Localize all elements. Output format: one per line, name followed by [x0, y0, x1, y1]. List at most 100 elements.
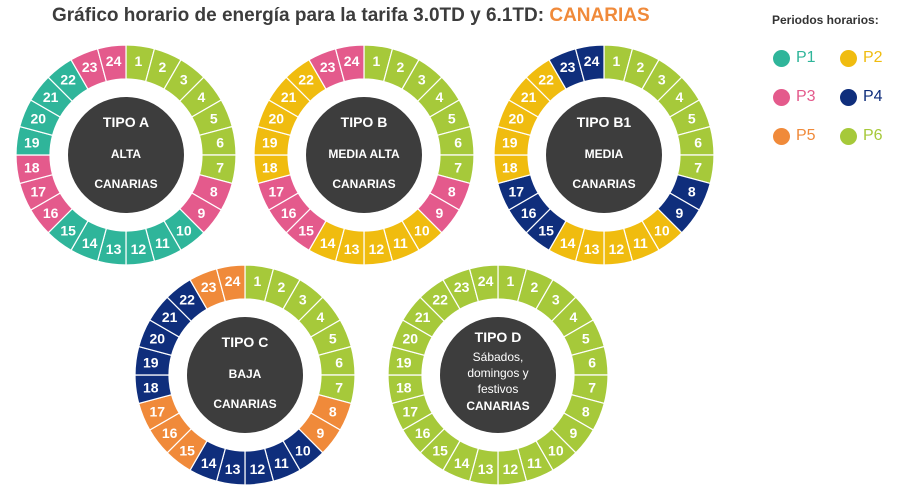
center-line-3: CANARIAS: [572, 177, 635, 191]
hour-label-1: 1: [613, 53, 621, 69]
hour-segment-24: [96, 44, 127, 83]
hour-label-13: 13: [225, 461, 241, 477]
legend-label-p1: P1: [796, 49, 816, 66]
hour-label-11: 11: [633, 235, 648, 251]
center-line-1: TIPO C: [222, 334, 269, 350]
hour-label-12: 12: [503, 461, 519, 477]
hour-label-16: 16: [521, 205, 537, 221]
hour-label-15: 15: [60, 222, 76, 238]
hour-label-9: 9: [197, 205, 205, 221]
hour-segment-24: [215, 264, 246, 303]
hour-label-8: 8: [448, 183, 456, 199]
legend-item-p4: P4: [840, 88, 883, 106]
hour-label-2: 2: [636, 59, 644, 75]
hour-label-17: 17: [149, 403, 165, 419]
hour-label-13: 13: [478, 461, 494, 477]
hour-label-16: 16: [415, 425, 431, 441]
hour-label-13: 13: [584, 241, 600, 257]
hour-label-1: 1: [135, 53, 143, 69]
hour-label-20: 20: [30, 111, 46, 127]
hour-label-3: 3: [658, 72, 666, 88]
hour-label-8: 8: [582, 403, 590, 419]
hour-label-14: 14: [82, 235, 98, 251]
hour-label-20: 20: [508, 111, 524, 127]
hour-label-22: 22: [60, 72, 76, 88]
hour-label-14: 14: [454, 455, 470, 471]
center-line-1: TIPO A: [103, 114, 149, 130]
hour-label-8: 8: [329, 403, 337, 419]
hour-label-2: 2: [530, 279, 538, 295]
hour-label-13: 13: [344, 241, 360, 257]
hour-label-8: 8: [210, 183, 218, 199]
hour-label-5: 5: [210, 111, 218, 127]
hour-label-12: 12: [609, 241, 625, 257]
legend-swatch-p4: [840, 88, 857, 106]
hour-label-20: 20: [268, 111, 284, 127]
wheel-center: [546, 97, 662, 213]
center-line-3: CANARIAS: [94, 177, 157, 191]
hour-label-4: 4: [435, 89, 443, 105]
legend-label-p6: P6: [863, 127, 883, 144]
hour-segment-24: [334, 44, 365, 83]
center-line-3: CANARIAS: [213, 397, 276, 411]
center-line-2: MEDIA ALTA: [328, 147, 400, 161]
legend-swatch-p1: [773, 49, 790, 67]
hour-label-14: 14: [560, 235, 576, 251]
hour-label-23: 23: [82, 59, 98, 75]
legend-item-p6: P6: [840, 127, 883, 145]
hour-label-10: 10: [295, 442, 311, 458]
center-line-2: MEDIA: [585, 147, 624, 161]
hour-label-3: 3: [180, 72, 188, 88]
title-accent: CANARIAS: [549, 5, 650, 26]
hour-label-19: 19: [143, 355, 159, 371]
hour-label-11: 11: [155, 235, 170, 251]
hour-label-5: 5: [688, 111, 696, 127]
center-line-3: domingos y: [467, 366, 528, 380]
hour-label-20: 20: [149, 331, 165, 347]
hour-label-6: 6: [588, 355, 596, 371]
legend-item-p5: P5: [773, 127, 816, 145]
legend-item-p1: P1: [773, 49, 816, 67]
hour-label-21: 21: [521, 89, 537, 105]
hour-label-1: 1: [373, 53, 381, 69]
legend-label-p5: P5: [796, 127, 816, 144]
hour-label-15: 15: [538, 222, 554, 238]
center-line-1: TIPO B1: [577, 114, 632, 130]
hour-label-7: 7: [694, 159, 702, 175]
hour-label-24: 24: [106, 53, 122, 69]
hour-label-18: 18: [262, 159, 278, 175]
hour-label-23: 23: [560, 59, 576, 75]
hour-label-9: 9: [435, 205, 443, 221]
hour-label-21: 21: [162, 309, 178, 325]
hour-segment-24: [574, 44, 605, 83]
hour-label-10: 10: [414, 222, 430, 238]
legend-swatch-p6: [840, 127, 857, 145]
hour-label-5: 5: [329, 331, 337, 347]
hour-label-16: 16: [162, 425, 178, 441]
hour-label-20: 20: [402, 331, 418, 347]
hour-label-22: 22: [298, 72, 314, 88]
hour-label-7: 7: [335, 379, 343, 395]
wheel-center: [440, 317, 556, 433]
hour-label-24: 24: [478, 273, 494, 289]
hour-label-23: 23: [201, 279, 217, 295]
hour-label-6: 6: [694, 135, 702, 151]
legend-item-p3: P3: [773, 88, 816, 106]
hour-label-2: 2: [158, 59, 166, 75]
hour-label-7: 7: [216, 159, 224, 175]
hour-label-6: 6: [335, 355, 343, 371]
hour-label-11: 11: [527, 455, 542, 471]
hour-label-11: 11: [393, 235, 408, 251]
hour-label-6: 6: [454, 135, 462, 151]
center-line-3: CANARIAS: [332, 177, 395, 191]
legend-label-p4: P4: [863, 88, 883, 105]
center-line-1: TIPO D: [475, 329, 522, 345]
hour-label-21: 21: [281, 89, 297, 105]
hour-label-23: 23: [320, 59, 336, 75]
hour-label-10: 10: [548, 442, 564, 458]
hour-label-7: 7: [588, 379, 596, 395]
